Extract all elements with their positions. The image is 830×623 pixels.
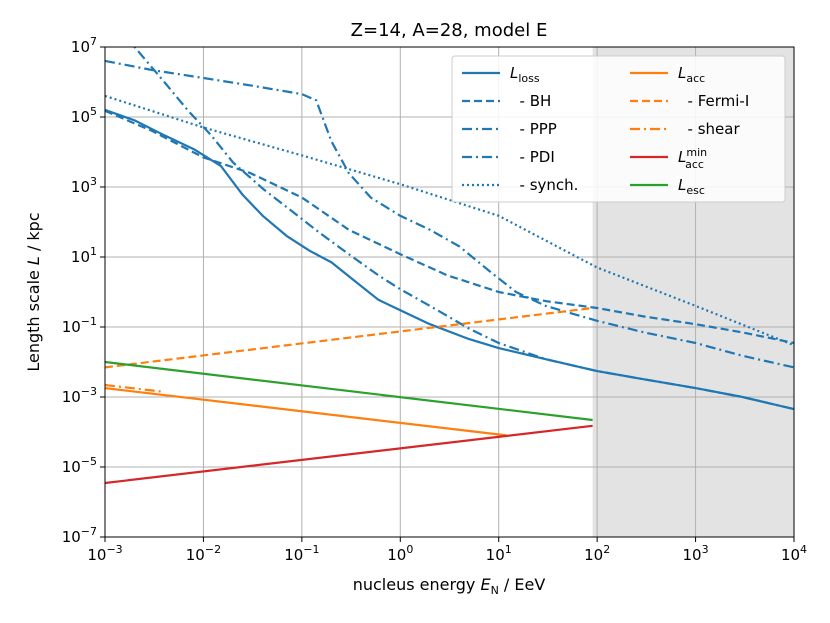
- y-axis-label-var: L: [24, 256, 43, 265]
- series-line-5: [105, 387, 507, 437]
- x-tick-label: 10−3: [87, 543, 122, 564]
- legend-label-5: Lacc: [678, 64, 705, 85]
- series-line-3: [132, 47, 794, 411]
- legend-label-0: Lloss: [510, 64, 540, 85]
- tick-layer: 10−3 10−2 10−1 100 101 102 103 104 10−7 10−5 10−3 1…: [62, 35, 807, 564]
- y-tick-label: 10−1: [62, 315, 97, 336]
- y-tick-label: 10−5: [62, 455, 97, 476]
- legend-label-6: - Fermi-I: [678, 92, 749, 110]
- series-line-7: [105, 383, 165, 393]
- series-layer: [105, 47, 794, 485]
- y-tick-label: 10−3: [62, 385, 97, 406]
- legend-box: [451, 55, 786, 203]
- chart-title: Z=14, A=28, model E: [351, 20, 548, 41]
- series-line-6: [105, 306, 593, 369]
- series-line-1: [105, 109, 794, 345]
- y-tick-label: 107: [71, 35, 97, 56]
- legend-label-2: - PPP: [510, 120, 557, 138]
- legend-label-8: Lmin acc: [678, 146, 707, 171]
- y-tick-label: 101: [71, 245, 97, 266]
- x-tick-label: 10−1: [284, 543, 319, 564]
- series-line-2: [105, 59, 794, 369]
- y-tick-label: 103: [71, 175, 97, 196]
- series-line-4: [105, 94, 794, 347]
- x-tick-label: 102: [584, 543, 610, 564]
- legend-label-7: - shear: [678, 120, 740, 138]
- plot-frame: [104, 46, 795, 538]
- x-axis-label-unit: / EeV: [499, 575, 546, 594]
- series-line-9: [105, 360, 593, 422]
- y-axis-label-unit: / kpc: [24, 212, 43, 256]
- x-tick-label: 103: [683, 543, 709, 564]
- y-axis-label: Length scale L / kpc: [24, 212, 43, 371]
- x-tick-label: 101: [486, 543, 512, 564]
- legend-label-4: - synch.: [510, 176, 578, 194]
- y-axis-label-prefix: Length scale: [24, 265, 43, 372]
- x-axis-label-prefix: nucleus energy: [353, 575, 481, 594]
- x-tick-label: 10−2: [186, 543, 221, 564]
- x-axis-label-sub: N: [491, 584, 499, 597]
- x-axis-label-var: E: [480, 575, 491, 594]
- legend-label-9: Lesc: [678, 176, 705, 197]
- x-axis-label: nucleus energy EN / EeV: [353, 575, 546, 597]
- y-tick-label: 105: [71, 105, 97, 126]
- series-line-8: [105, 424, 593, 485]
- x-tick-label: 100: [387, 543, 413, 564]
- y-tick-label: 10−7: [62, 525, 97, 546]
- x-tick-label: 104: [781, 543, 807, 564]
- legend-label-3: - PDI: [510, 148, 555, 166]
- legend: Lloss - BH - PPP - PDI - synch. Lacc - Fe…: [451, 55, 786, 203]
- legend-label-1: - BH: [510, 92, 551, 110]
